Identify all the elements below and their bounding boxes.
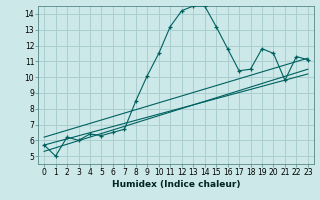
X-axis label: Humidex (Indice chaleur): Humidex (Indice chaleur) [112,180,240,189]
